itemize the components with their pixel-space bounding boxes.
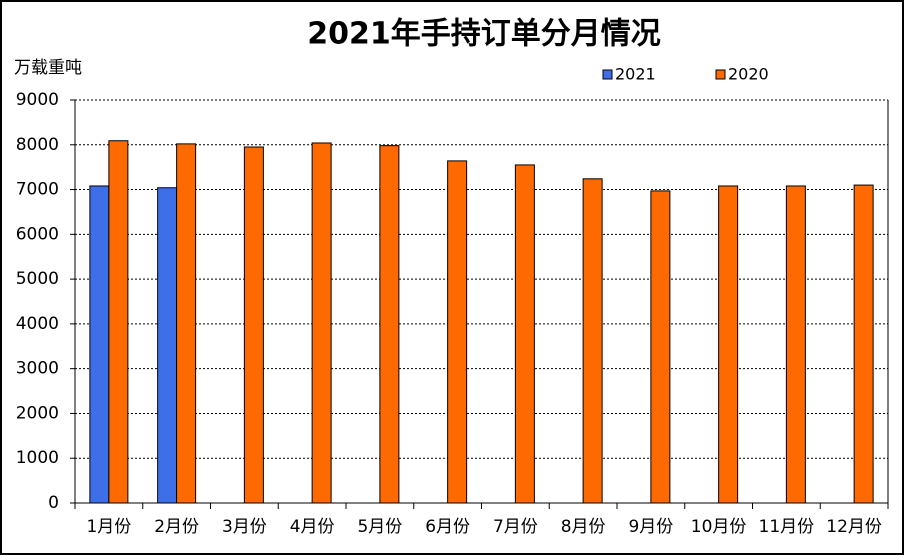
x-tick-label: 1月份	[86, 517, 131, 537]
x-tick-label: 7月份	[493, 517, 538, 537]
legend-label: 2020	[728, 65, 769, 84]
chart-title: 2021年手持订单分月情况	[307, 17, 661, 52]
y-tick-label: 7000	[16, 180, 59, 200]
y-tick-label: 8000	[16, 135, 59, 155]
x-tick-label: 8月份	[561, 517, 606, 537]
x-tick-label: 9月份	[628, 517, 673, 537]
y-tick-label: 6000	[16, 224, 59, 244]
y-tick-label: 5000	[16, 269, 59, 289]
bar	[311, 142, 332, 504]
y-tick-label: 0	[48, 493, 59, 513]
bar	[108, 140, 129, 504]
y-tick-label: 9000	[16, 90, 59, 110]
x-tick-label: 2月份	[154, 517, 199, 537]
bar	[718, 185, 739, 504]
bar	[514, 164, 535, 504]
bar	[853, 184, 874, 504]
legend-swatch	[715, 69, 726, 80]
bar	[582, 178, 603, 504]
x-tick-label: 12月份	[826, 517, 882, 537]
y-tick-label: 1000	[16, 448, 59, 468]
bar	[447, 160, 468, 504]
bar	[650, 190, 671, 504]
legend-swatch	[602, 69, 613, 80]
bar	[243, 146, 264, 504]
y-tick-label: 4000	[16, 314, 59, 334]
bar	[379, 145, 400, 504]
x-tick-label: 4月份	[290, 517, 335, 537]
y-axis-label: 万载重吨	[14, 58, 82, 78]
bar	[785, 185, 806, 504]
x-tick-label: 10月份	[691, 517, 747, 537]
x-tick-label: 5月份	[357, 517, 402, 537]
bar	[157, 187, 178, 504]
bar	[89, 185, 110, 504]
y-tick-label: 2000	[16, 403, 59, 423]
x-tick-label: 11月份	[759, 517, 815, 537]
x-tick-label: 3月份	[222, 517, 267, 537]
legend-label: 2021	[615, 65, 656, 84]
x-tick-label: 6月份	[425, 517, 470, 537]
bar	[176, 143, 197, 504]
y-tick-label: 3000	[16, 359, 59, 379]
